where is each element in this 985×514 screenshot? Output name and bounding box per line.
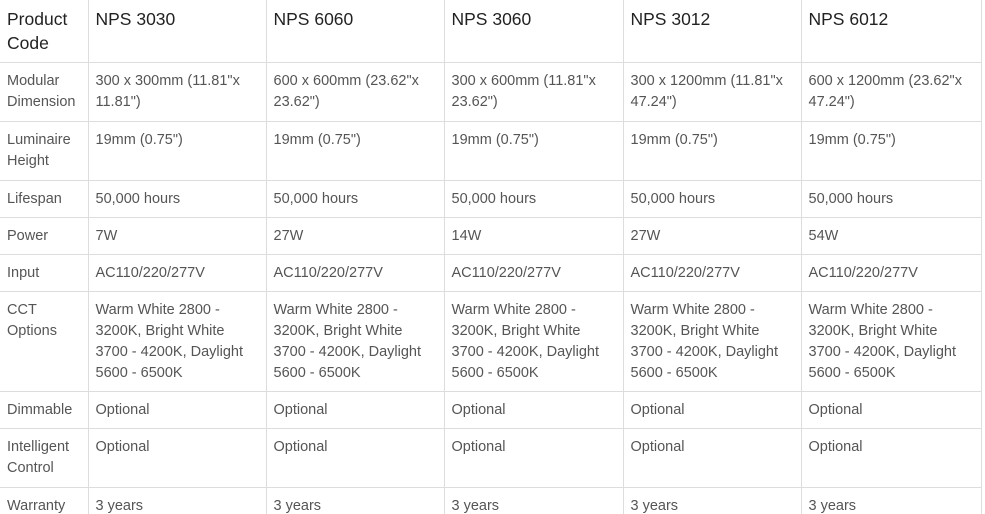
table-cell: Warm White 2800 - 3200K, Bright White 37…: [88, 291, 267, 392]
row-label: Warranty: [0, 487, 89, 514]
table-cell: 19mm (0.75"): [266, 121, 445, 181]
column-header: NPS 3012: [623, 0, 802, 63]
table-cell: 50,000 hours: [444, 180, 624, 218]
table-cell: 3 years: [444, 487, 624, 514]
table-cell: 19mm (0.75"): [444, 121, 624, 181]
table-cell: AC110/220/277V: [88, 254, 267, 292]
table-row: Modular Dimension 300 x 300mm (11.81"x 11…: [0, 62, 982, 122]
table-row: CCT Options Warm White 2800 - 3200K, Brig…: [0, 291, 982, 392]
table-row: Dimmable Optional Optional Optional Optional…: [0, 391, 982, 429]
row-label: Input: [0, 254, 89, 292]
table-cell: 300 x 1200mm (11.81"x 47.24"): [623, 62, 802, 122]
table-cell: 600 x 1200mm (23.62"x 47.24"): [801, 62, 982, 122]
table-cell: Optional: [88, 428, 267, 488]
table-cell: 27W: [266, 217, 445, 255]
column-header: NPS 6012: [801, 0, 982, 63]
row-label: Intelligent Control: [0, 428, 89, 488]
table-cell: Optional: [266, 391, 445, 429]
table-cell: Warm White 2800 - 3200K, Bright White 37…: [801, 291, 982, 392]
column-header: NPS 3060: [444, 0, 624, 63]
table-row: Input AC110/220/277V AC110/220/277V AC110/2…: [0, 254, 982, 292]
row-header-label: Product Code: [0, 0, 89, 63]
table-cell: AC110/220/277V: [266, 254, 445, 292]
table-cell: 50,000 hours: [801, 180, 982, 218]
table-row: Power 7W 27W 14W 27W 54W: [0, 217, 982, 255]
table-cell: 3 years: [88, 487, 267, 514]
header-row: Product Code NPS 3030 NPS 6060 NPS 3060 NPS …: [0, 0, 982, 63]
table-cell: 3 years: [801, 487, 982, 514]
table-cell: Optional: [623, 428, 802, 488]
table-cell: Optional: [801, 391, 982, 429]
table-cell: Optional: [623, 391, 802, 429]
table-cell: 600 x 600mm (23.62"x 23.62"): [266, 62, 445, 122]
table-row: Lifespan 50,000 hours 50,000 hours 50,000 h…: [0, 180, 982, 218]
table-cell: 19mm (0.75"): [623, 121, 802, 181]
table-cell: 50,000 hours: [623, 180, 802, 218]
row-label: Dimmable: [0, 391, 89, 429]
table-cell: Optional: [266, 428, 445, 488]
row-label: CCT Options: [0, 291, 89, 392]
table-cell: Optional: [444, 391, 624, 429]
table-cell: 50,000 hours: [88, 180, 267, 218]
row-label: Power: [0, 217, 89, 255]
table-cell: 27W: [623, 217, 802, 255]
table-cell: 50,000 hours: [266, 180, 445, 218]
table-cell: 300 x 300mm (11.81"x 11.81"): [88, 62, 267, 122]
column-header: NPS 6060: [266, 0, 445, 63]
table-cell: 300 x 600mm (11.81"x 23.62"): [444, 62, 624, 122]
row-label: Luminaire Height: [0, 121, 89, 181]
table-cell: Optional: [801, 428, 982, 488]
table-cell: AC110/220/277V: [801, 254, 982, 292]
table-cell: Optional: [444, 428, 624, 488]
table-cell: AC110/220/277V: [444, 254, 624, 292]
table-cell: 3 years: [623, 487, 802, 514]
table-cell: 19mm (0.75"): [88, 121, 267, 181]
table-cell: 3 years: [266, 487, 445, 514]
table-cell: 54W: [801, 217, 982, 255]
table-cell: 7W: [88, 217, 267, 255]
table-cell: Warm White 2800 - 3200K, Bright White 37…: [266, 291, 445, 392]
table-cell: Warm White 2800 - 3200K, Bright White 37…: [623, 291, 802, 392]
table-cell: 19mm (0.75"): [801, 121, 982, 181]
column-header: NPS 3030: [88, 0, 267, 63]
table-cell: Optional: [88, 391, 267, 429]
table-row: Luminaire Height 19mm (0.75") 19mm (0.75")…: [0, 121, 982, 181]
table-row: Warranty 3 years 3 years 3 years 3 years 3 ye…: [0, 487, 982, 514]
row-label: Lifespan: [0, 180, 89, 218]
table-cell: 14W: [444, 217, 624, 255]
table-row: Intelligent Control Optional Optional Optio…: [0, 428, 982, 488]
table-cell: Warm White 2800 - 3200K, Bright White 37…: [444, 291, 624, 392]
row-label: Modular Dimension: [0, 62, 89, 122]
table-cell: AC110/220/277V: [623, 254, 802, 292]
